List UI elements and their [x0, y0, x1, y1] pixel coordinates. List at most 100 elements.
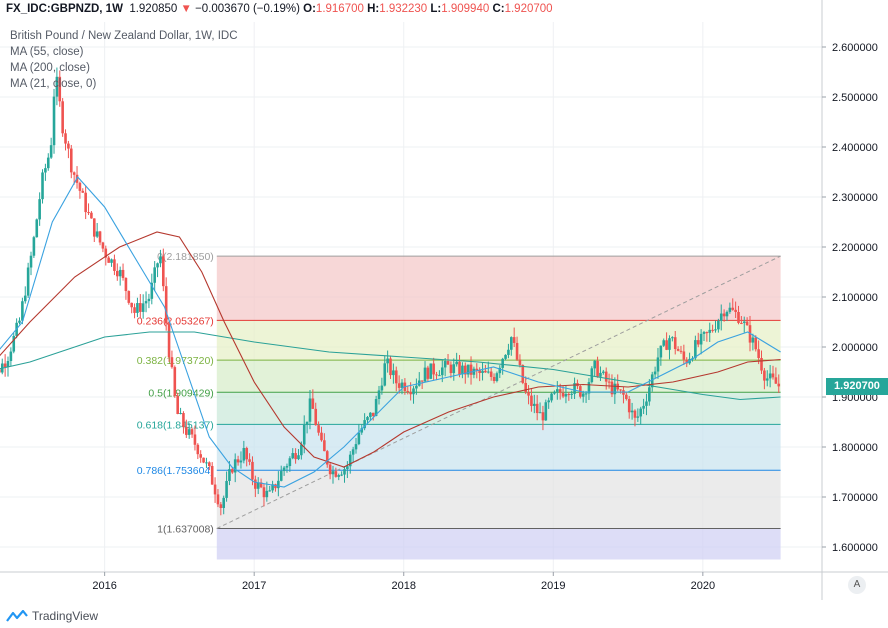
candle-body [777, 383, 781, 387]
candle-body [130, 302, 133, 308]
candle-body [205, 462, 208, 464]
last-price-tag: 1.920700 [826, 378, 888, 396]
candle-body [297, 455, 300, 460]
candle-body [469, 364, 473, 375]
candle-body [282, 467, 286, 472]
candle-body [311, 398, 315, 409]
fib-zone-0.5 [216, 392, 781, 425]
fib-zone-0.618 [216, 424, 781, 471]
ma21-line [0, 231, 781, 468]
candle-body [139, 303, 142, 312]
close-value: 1.920700 [504, 3, 553, 15]
candle-body [602, 371, 605, 373]
candle-body [489, 371, 493, 377]
candle-body [6, 361, 10, 368]
candle-body [199, 454, 202, 458]
candle-body [369, 412, 372, 418]
candle-body [52, 96, 56, 146]
close-label: C: [492, 3, 505, 15]
candle-body [323, 440, 326, 452]
candle-body [29, 255, 33, 268]
candle-body [584, 393, 588, 395]
candle-body [23, 295, 27, 302]
fib-label-0.618: 0.618(1.845137) [137, 419, 214, 431]
candle-body [630, 410, 634, 413]
candle-body [558, 389, 562, 393]
candle-body [711, 329, 714, 331]
fib-zone-0 [216, 256, 781, 321]
tradingview-brand[interactable]: TradingView [6, 609, 98, 623]
candle-body [285, 466, 289, 468]
candle-body [645, 401, 648, 406]
candle-body [581, 393, 585, 397]
candle-body [642, 405, 645, 409]
candle-body [328, 464, 332, 475]
candle-body [225, 480, 228, 498]
auto-scale-button[interactable]: A [848, 576, 866, 594]
candle-body [740, 322, 743, 324]
candle-body [213, 484, 217, 495]
candle-body [41, 172, 44, 200]
candle-body [573, 383, 576, 394]
candle-body [55, 76, 59, 97]
fib-label-0.5: 0.5(1.909429) [148, 387, 213, 399]
candle-body [501, 358, 504, 368]
candle-body [348, 454, 352, 467]
candle-body [245, 447, 249, 460]
legend-ma55[interactable]: MA (55, close) [10, 46, 84, 58]
candle-body [38, 199, 41, 220]
fib-label-1: 1(1.637008) [157, 523, 214, 535]
candle-body [475, 368, 479, 371]
fib-label-0.786: 0.786(1.753604) [137, 465, 214, 477]
candle-body [107, 257, 110, 263]
candle-body [159, 256, 162, 264]
candle-body [202, 457, 205, 463]
candle-body [101, 242, 105, 249]
candle-body [429, 363, 433, 379]
candle-body [665, 340, 668, 350]
candle-body [187, 429, 191, 435]
candle-body [486, 371, 490, 373]
candle-body [507, 349, 510, 355]
candle-body [673, 337, 677, 349]
price-tick-label: 2.300000 [832, 192, 878, 204]
candle-body [380, 385, 384, 391]
candle-body [587, 382, 591, 394]
candle-body [147, 298, 151, 302]
ma200-line [0, 331, 781, 401]
legend-ma200[interactable]: MA (200, close) [10, 62, 90, 74]
price-tick-label: 2.100000 [832, 292, 878, 304]
low-value: 1.909940 [441, 3, 490, 15]
candle-body [144, 301, 148, 304]
price-tick-label: 2.500000 [832, 92, 878, 104]
fib-zone-0.786 [216, 470, 781, 529]
axes: 1.6000001.7000001.8000001.9000002.000000… [0, 0, 888, 600]
candle-body [288, 458, 292, 467]
legend-ma21[interactable]: MA (21, close, 0) [10, 78, 97, 90]
candle-body [452, 364, 456, 374]
candle-body [564, 394, 568, 397]
candle-body [702, 332, 706, 334]
candle-body [751, 337, 755, 343]
candle-body [699, 333, 703, 345]
candle-body [190, 429, 194, 435]
candle-body [251, 461, 254, 480]
candle-body [708, 329, 712, 333]
candle-body [124, 277, 128, 292]
candle-body [256, 482, 260, 489]
candle-body [291, 453, 295, 459]
candle-body [46, 157, 50, 169]
candle-body [331, 471, 335, 475]
down-arrow-icon: ▼ [180, 3, 192, 15]
candle-body [262, 487, 266, 498]
candle-body [81, 190, 85, 193]
candle-body [625, 394, 628, 399]
time-tick-label: 2020 [691, 580, 715, 592]
candle-body [671, 337, 674, 339]
candle-body [118, 269, 122, 277]
fibonacci-retracement[interactable]: 0(2.181850) 0.236(2.053267) 0.382(1.973720… [137, 251, 781, 560]
candle-body [757, 349, 760, 359]
legend-series-title[interactable]: British Pound / New Zealand Dollar, 1W, … [10, 30, 238, 42]
fib-zone-0.382 [216, 360, 781, 393]
